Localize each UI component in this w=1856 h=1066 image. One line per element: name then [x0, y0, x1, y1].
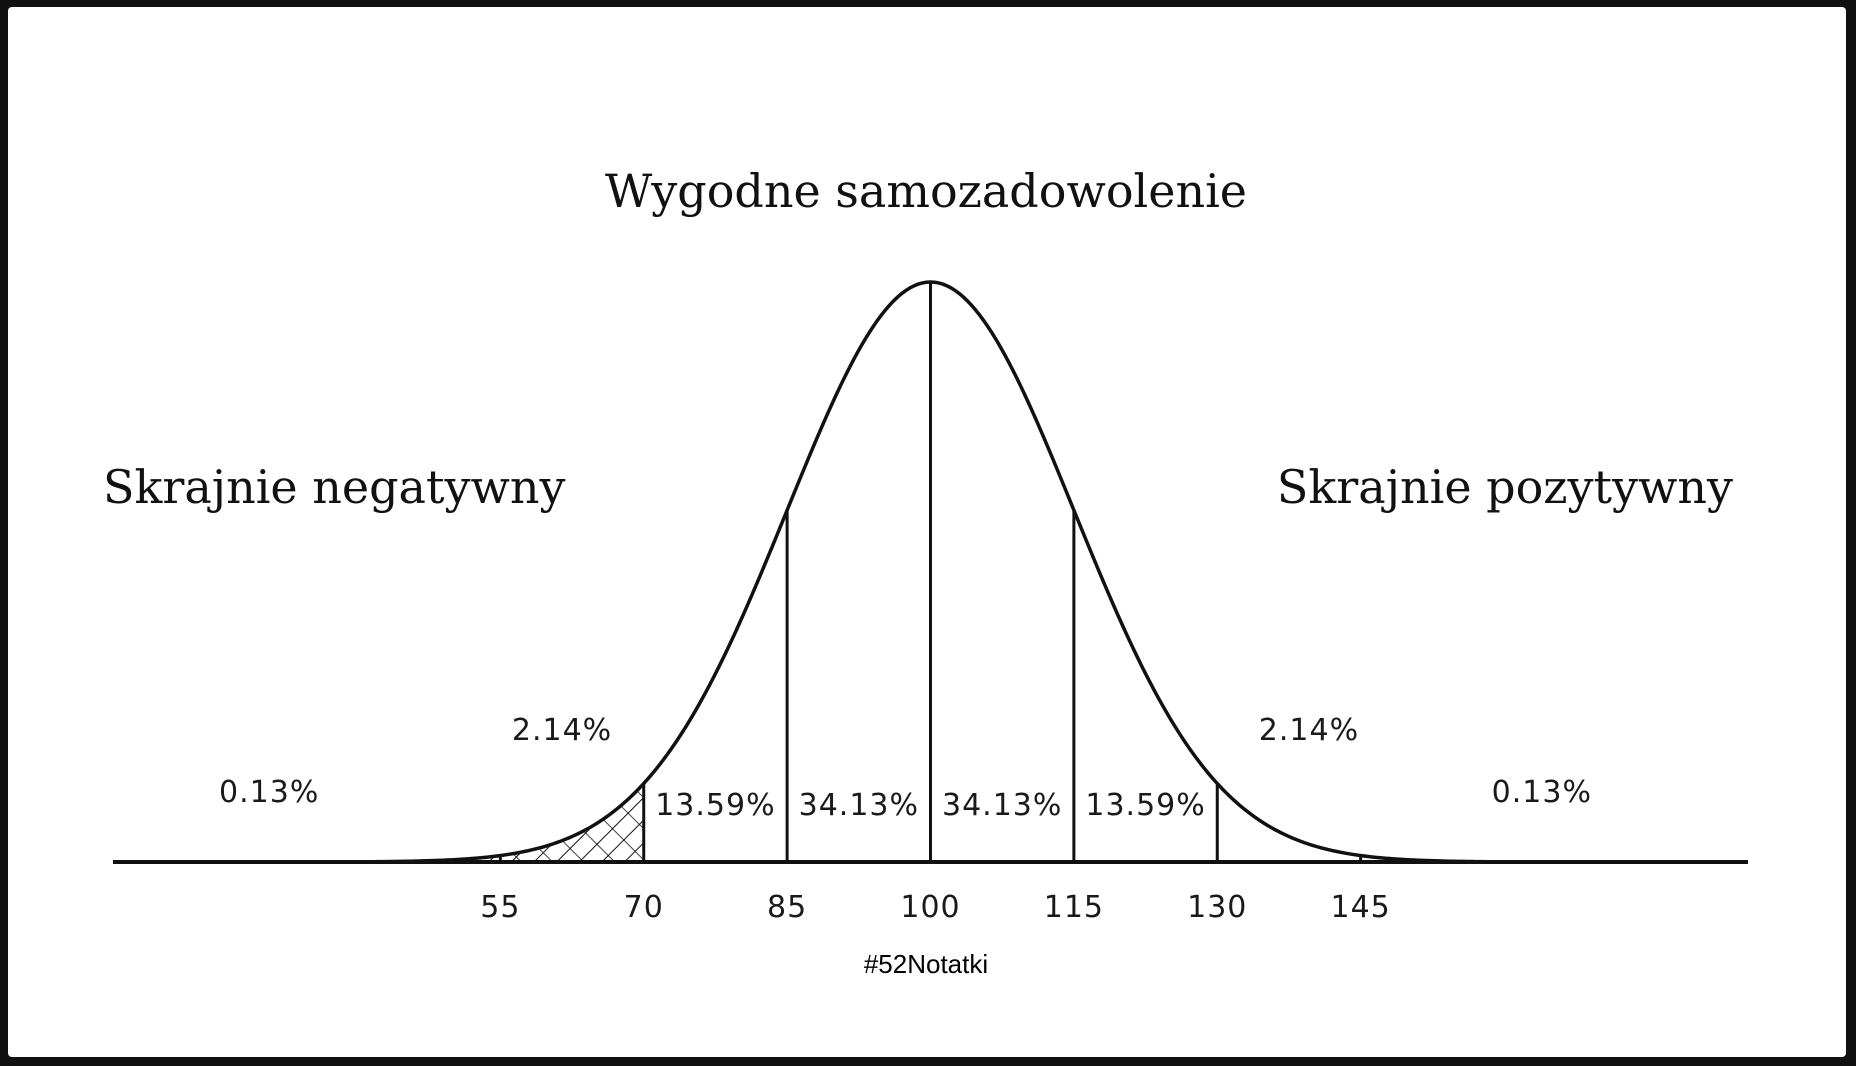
x-tick-label: 55 [480, 890, 520, 925]
segment-percent-label: 34.13% [799, 788, 919, 823]
chart-title: Wygodne samozadowolenie [605, 164, 1247, 218]
x-tick-label: 115 [1044, 890, 1104, 925]
segment-percent-labels: 0.13% 2.14% 13.59% 34.13% 34.13% 13.59% 2.14% 0… [219, 713, 1592, 823]
bell-curve-chart: Wygodne samozadowolenie Skrajnie negatyw… [103, 164, 1748, 979]
segment-percent-label: 2.14% [512, 713, 612, 748]
x-tick-label: 145 [1331, 890, 1391, 925]
segment-percent-label: 13.59% [655, 788, 775, 823]
segment-percent-label: 34.13% [942, 788, 1062, 823]
left-extreme-label: Skrajnie negatywny [103, 460, 565, 514]
segment-percent-label: 2.14% [1259, 713, 1359, 748]
x-tick-label: 70 [624, 890, 664, 925]
hatched-tail-area [118, 783, 644, 862]
segment-percent-label: 13.59% [1085, 788, 1205, 823]
x-tick-label: 130 [1187, 890, 1247, 925]
chart-frame: Wygodne samozadowolenie Skrajnie negatyw… [8, 7, 1846, 1057]
right-extreme-label: Skrajnie pozytywny [1277, 460, 1733, 514]
sd-divider-lines [498, 282, 1363, 862]
segment-percent-label: 0.13% [1492, 775, 1592, 810]
x-tick-labels: 55 70 85 100 115 130 145 [480, 890, 1391, 925]
x-tick-label: 85 [767, 890, 807, 925]
segment-percent-label: 0.13% [219, 775, 319, 810]
x-tick-label: 100 [900, 890, 960, 925]
hatched-segment-1 [500, 783, 644, 862]
hashtag-label: #52Notatki [864, 949, 988, 979]
